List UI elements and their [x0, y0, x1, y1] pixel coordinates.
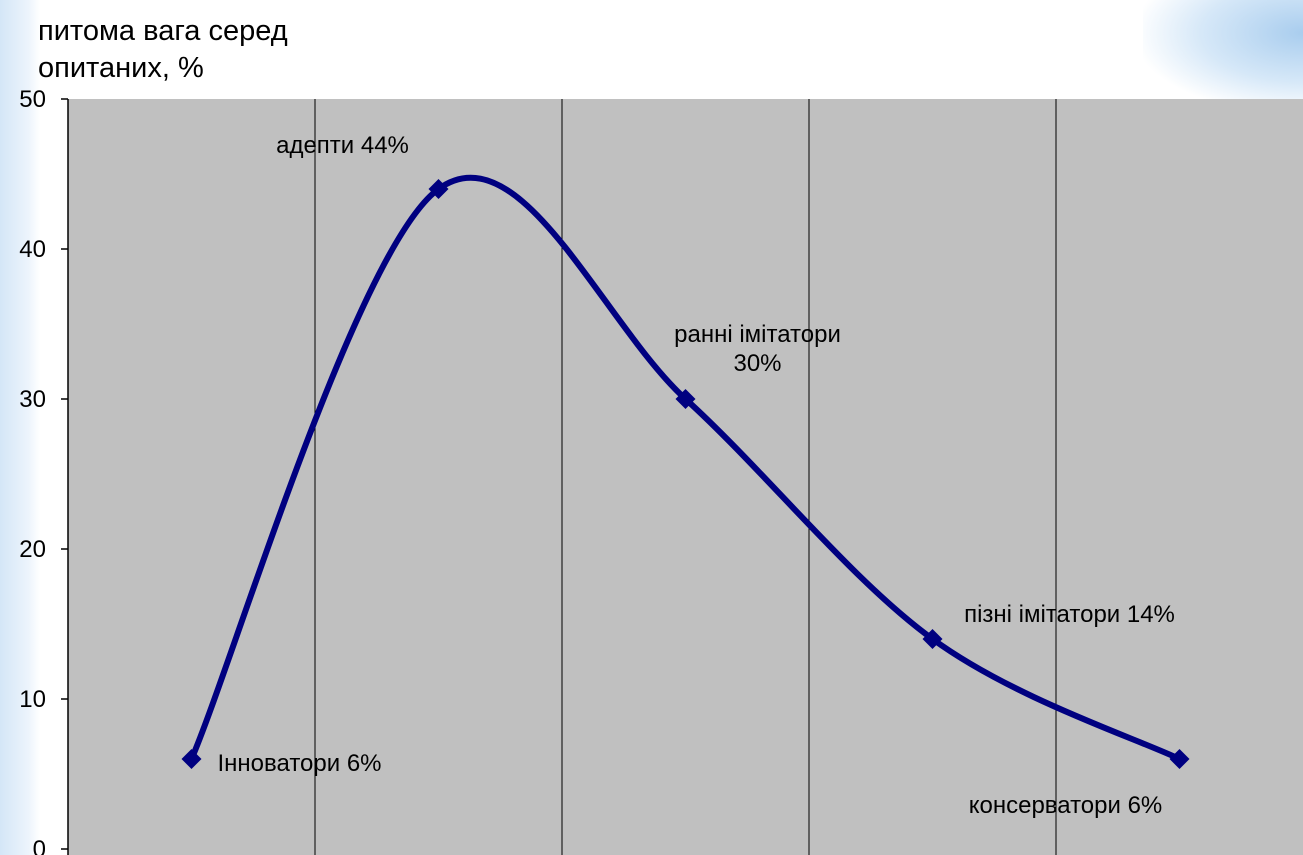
- data-point-marker-3: [675, 389, 696, 409]
- series-line-group: [188, 174, 1183, 762]
- y-tick-label-20: 20: [19, 536, 46, 563]
- series-markers: [181, 179, 1190, 769]
- data-label-3-line-2: 30%: [733, 350, 781, 377]
- y-tick-label-40: 40: [19, 236, 46, 263]
- data-label-2: адепти 44%: [276, 132, 409, 159]
- data-point-marker-2: [428, 179, 449, 199]
- data-labels: Інноватори 6% адепти 44% ранні імітатори30…: [218, 132, 1175, 819]
- data-point-marker-4: [922, 629, 943, 649]
- data-label-4: пізні імітатори 14%: [964, 601, 1175, 628]
- data-label-3-line-1: ранні імітатори: [674, 321, 841, 348]
- y-tick-label-10: 10: [19, 686, 46, 713]
- vertical-gridlines: [314, 99, 1057, 855]
- y-axis-title: питома вага серед опитаних, %: [38, 15, 288, 84]
- background-gradient-corner: [1143, 0, 1303, 110]
- y-axis-title-line-1: питома вага серед: [38, 15, 288, 47]
- y-tick-label-30: 30: [19, 386, 46, 413]
- data-label-1: Інноватори 6%: [218, 750, 382, 777]
- background-gradient-left: [0, 0, 40, 855]
- y-axis-tick-labels: 0 10 20 30 40 50: [19, 86, 46, 855]
- y-axis: [61, 98, 69, 855]
- data-label-5: консерватори 6%: [969, 792, 1163, 819]
- data-point-marker-1: [181, 749, 202, 769]
- y-axis-title-line-2: опитаних, %: [38, 52, 204, 84]
- plot-area: [68, 99, 1303, 855]
- y-tick-label-50: 50: [19, 86, 46, 113]
- y-tick-label-0: 0: [33, 836, 46, 855]
- series-line: [188, 174, 1183, 762]
- data-point-marker-5: [1169, 749, 1190, 769]
